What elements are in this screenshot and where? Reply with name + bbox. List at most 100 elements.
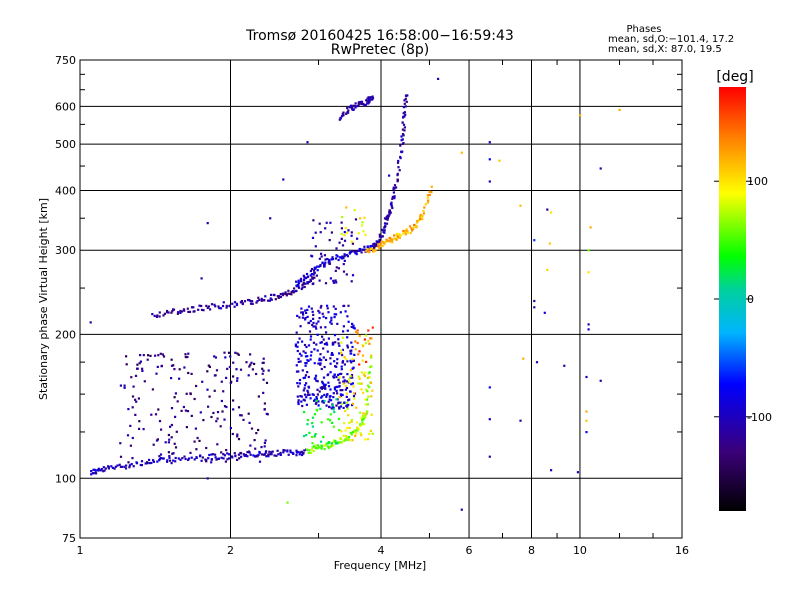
data-point xyxy=(398,235,402,238)
data-point xyxy=(301,340,304,343)
data-point xyxy=(372,250,375,253)
data-point xyxy=(424,203,427,206)
data-point xyxy=(331,256,334,259)
data-point xyxy=(309,274,312,277)
data-point xyxy=(184,356,187,359)
data-point xyxy=(393,195,396,198)
data-point xyxy=(170,358,173,361)
data-point xyxy=(102,470,105,473)
data-point xyxy=(305,382,308,385)
data-point xyxy=(223,405,227,408)
data-point xyxy=(348,439,351,442)
data-point xyxy=(306,355,309,358)
data-point xyxy=(192,306,195,309)
data-point xyxy=(139,360,142,363)
data-point xyxy=(310,448,313,451)
data-point xyxy=(239,368,243,371)
data-point xyxy=(371,432,374,435)
data-point xyxy=(347,304,350,307)
data-point xyxy=(352,395,356,398)
data-point xyxy=(368,386,371,389)
data-point xyxy=(337,417,341,420)
data-point xyxy=(174,392,177,395)
data-point xyxy=(395,238,398,241)
data-point xyxy=(345,206,348,209)
data-point xyxy=(339,389,342,392)
data-point xyxy=(330,444,333,447)
data-point xyxy=(381,228,384,231)
data-point xyxy=(390,205,393,208)
data-point xyxy=(423,206,426,209)
data-point xyxy=(341,361,344,364)
data-point xyxy=(310,254,313,257)
data-point xyxy=(326,350,329,353)
data-point xyxy=(321,395,324,398)
data-point xyxy=(307,344,311,347)
data-point xyxy=(225,376,228,379)
data-point xyxy=(338,384,341,388)
data-point xyxy=(405,95,408,98)
data-point xyxy=(360,416,363,419)
data-point xyxy=(328,260,331,263)
data-point xyxy=(123,386,126,389)
data-point xyxy=(172,452,175,455)
data-point xyxy=(346,255,349,258)
stats-heading: Phases xyxy=(626,24,661,35)
data-point xyxy=(404,233,408,236)
data-point xyxy=(306,282,310,285)
data-point xyxy=(351,430,355,434)
data-point xyxy=(277,453,280,456)
data-point xyxy=(243,300,247,303)
data-point xyxy=(356,429,359,432)
data-point xyxy=(262,391,265,394)
data-point xyxy=(373,250,376,253)
data-point xyxy=(253,439,256,442)
data-point xyxy=(338,396,341,399)
data-point xyxy=(314,447,317,450)
data-point xyxy=(376,242,379,245)
data-point xyxy=(114,465,117,468)
data-point xyxy=(297,399,300,402)
data-point xyxy=(310,268,314,271)
data-point xyxy=(158,455,161,458)
data-point xyxy=(406,229,409,232)
data-point xyxy=(340,365,343,368)
data-point xyxy=(233,305,236,308)
data-point xyxy=(365,398,369,401)
data-point xyxy=(386,216,389,220)
data-point xyxy=(341,393,344,396)
data-point xyxy=(357,249,360,252)
data-point xyxy=(300,307,303,310)
data-point xyxy=(302,313,305,316)
data-point xyxy=(312,321,315,324)
data-point xyxy=(370,354,373,357)
data-point xyxy=(167,441,170,444)
data-point xyxy=(158,315,161,318)
data-point xyxy=(356,427,359,430)
data-point xyxy=(216,411,220,414)
data-point xyxy=(236,435,239,438)
x-tick-label: 2 xyxy=(227,544,234,557)
data-point xyxy=(236,433,239,436)
data-point xyxy=(332,444,335,447)
data-point xyxy=(323,343,326,346)
data-point xyxy=(371,326,374,329)
data-point xyxy=(336,358,339,361)
data-point xyxy=(356,332,359,335)
data-point xyxy=(94,469,97,472)
data-point xyxy=(287,289,290,292)
data-point xyxy=(273,454,276,457)
data-point xyxy=(190,456,193,459)
data-point xyxy=(587,249,590,252)
data-point xyxy=(298,337,301,340)
data-point xyxy=(261,372,264,375)
data-point xyxy=(303,276,306,279)
data-point xyxy=(339,393,342,396)
data-point xyxy=(273,294,276,297)
data-point xyxy=(248,365,251,368)
data-point xyxy=(263,441,266,445)
data-point xyxy=(587,328,590,331)
data-point xyxy=(320,341,323,344)
data-point xyxy=(177,311,180,314)
data-point xyxy=(341,353,344,357)
